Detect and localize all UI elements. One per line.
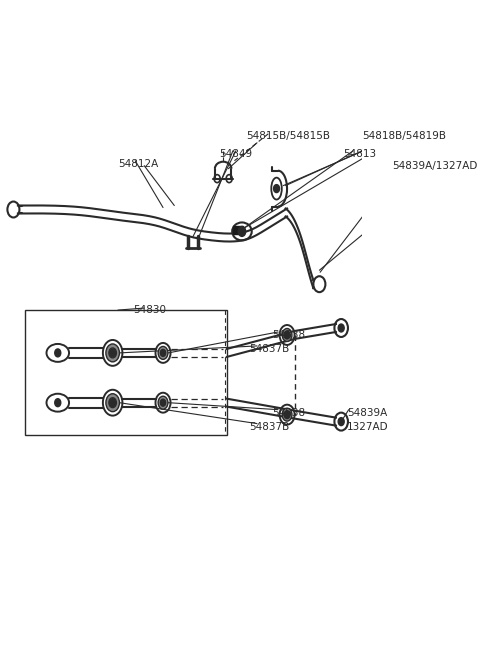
Circle shape	[55, 399, 61, 407]
Circle shape	[284, 411, 290, 419]
Text: 54812A: 54812A	[118, 159, 158, 169]
Ellipse shape	[109, 397, 117, 407]
Circle shape	[55, 349, 61, 357]
Circle shape	[109, 399, 116, 407]
Text: 54837B: 54837B	[250, 422, 290, 432]
Circle shape	[238, 227, 246, 237]
Text: 54830: 54830	[133, 305, 166, 315]
Ellipse shape	[106, 344, 120, 362]
Text: 54838: 54838	[272, 330, 305, 340]
Text: 54815B/54815B: 54815B/54815B	[246, 131, 330, 141]
Circle shape	[161, 399, 165, 405]
Circle shape	[338, 418, 344, 426]
Text: 54839A/1327AD: 54839A/1327AD	[392, 161, 478, 171]
Ellipse shape	[106, 394, 120, 412]
Circle shape	[161, 350, 165, 356]
Ellipse shape	[282, 328, 292, 342]
Text: 54839A: 54839A	[347, 407, 387, 418]
Circle shape	[274, 185, 279, 193]
Ellipse shape	[158, 396, 168, 409]
Text: 1327AD: 1327AD	[347, 422, 389, 432]
Text: 54838: 54838	[272, 407, 305, 418]
Ellipse shape	[282, 408, 292, 421]
Ellipse shape	[158, 346, 168, 359]
Ellipse shape	[109, 348, 117, 358]
Text: 54849: 54849	[219, 148, 252, 159]
Bar	[233, 227, 243, 235]
Text: 54837B: 54837B	[250, 344, 290, 354]
Text: 54813: 54813	[344, 148, 377, 159]
Circle shape	[338, 324, 344, 332]
Ellipse shape	[160, 399, 166, 406]
Circle shape	[284, 331, 290, 339]
Ellipse shape	[160, 350, 166, 356]
Text: 54818B/54819B: 54818B/54819B	[362, 131, 446, 141]
Bar	[25, 310, 227, 434]
Circle shape	[109, 349, 116, 357]
